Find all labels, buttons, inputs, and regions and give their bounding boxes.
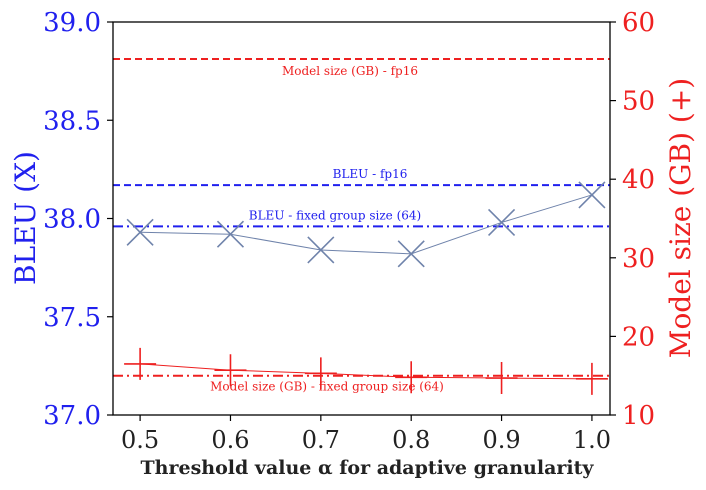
series-line xyxy=(140,194,593,255)
data-point-plus-marker xyxy=(485,362,518,395)
data-point-x-marker xyxy=(578,181,606,209)
x-tick-label: 0.6 xyxy=(211,426,249,454)
y-right-tick-label: 40 xyxy=(622,165,655,195)
y-left-tick-label: 38.0 xyxy=(43,205,101,235)
reference-line-label: BLEU - fixed group size (64) xyxy=(249,208,421,222)
y-left-tick-label: 37.5 xyxy=(43,303,101,333)
reference-line-labels: BLEU - fp16 BLEU - fixed group size (64) M… xyxy=(210,64,444,394)
data-point-x-marker xyxy=(307,236,335,264)
y-right-tick-label: 50 xyxy=(622,87,655,117)
y-axis-right-label: Model size (GB) (+) xyxy=(664,78,697,358)
x-tick-label: 0.7 xyxy=(302,426,340,454)
y-right-tick-label: 30 xyxy=(622,244,655,274)
x-tick-label: 1.0 xyxy=(573,426,611,454)
data-point-plus-marker xyxy=(395,361,428,394)
data-point-plus-marker xyxy=(214,354,247,387)
x-axis-label: Threshold value α for adaptive granulari… xyxy=(141,457,595,479)
data-point-x-marker xyxy=(397,240,425,268)
reference-line-label: BLEU - fp16 xyxy=(333,167,408,181)
y-right-tick-label: 20 xyxy=(622,322,655,352)
data-point-plus-marker xyxy=(575,362,608,395)
axes: 0.5 0.6 0.7 0.8 0.9 1.0 37.0 37.5 38.0 38.5 39.0 10… xyxy=(43,8,655,454)
reference-line-label: Model size (GB) - fp16 xyxy=(282,64,418,78)
data-point-plus-marker xyxy=(124,347,157,380)
reference-lines xyxy=(113,57,610,377)
y-left-tick-label: 37.0 xyxy=(43,401,101,431)
y-right-tick-label: 10 xyxy=(622,401,655,431)
data-point-x-marker xyxy=(487,208,516,236)
x-tick-label: 0.9 xyxy=(482,426,520,454)
data-point-plus-marker xyxy=(304,357,337,390)
y-left-tick-label: 39.0 xyxy=(43,8,101,38)
y-right-tick-label: 60 xyxy=(622,8,655,38)
x-tick-label: 0.5 xyxy=(121,426,159,454)
x-tick-label: 0.8 xyxy=(392,426,430,454)
data-point-x-marker xyxy=(126,218,154,246)
data-point-x-marker xyxy=(216,220,245,248)
y-left-tick-label: 38.5 xyxy=(43,106,101,136)
y-axis-left-label: BLEU (X) xyxy=(9,151,42,285)
reference-line-label: Model size (GB) - fixed group size (64) xyxy=(210,380,444,394)
data-series xyxy=(124,181,608,395)
